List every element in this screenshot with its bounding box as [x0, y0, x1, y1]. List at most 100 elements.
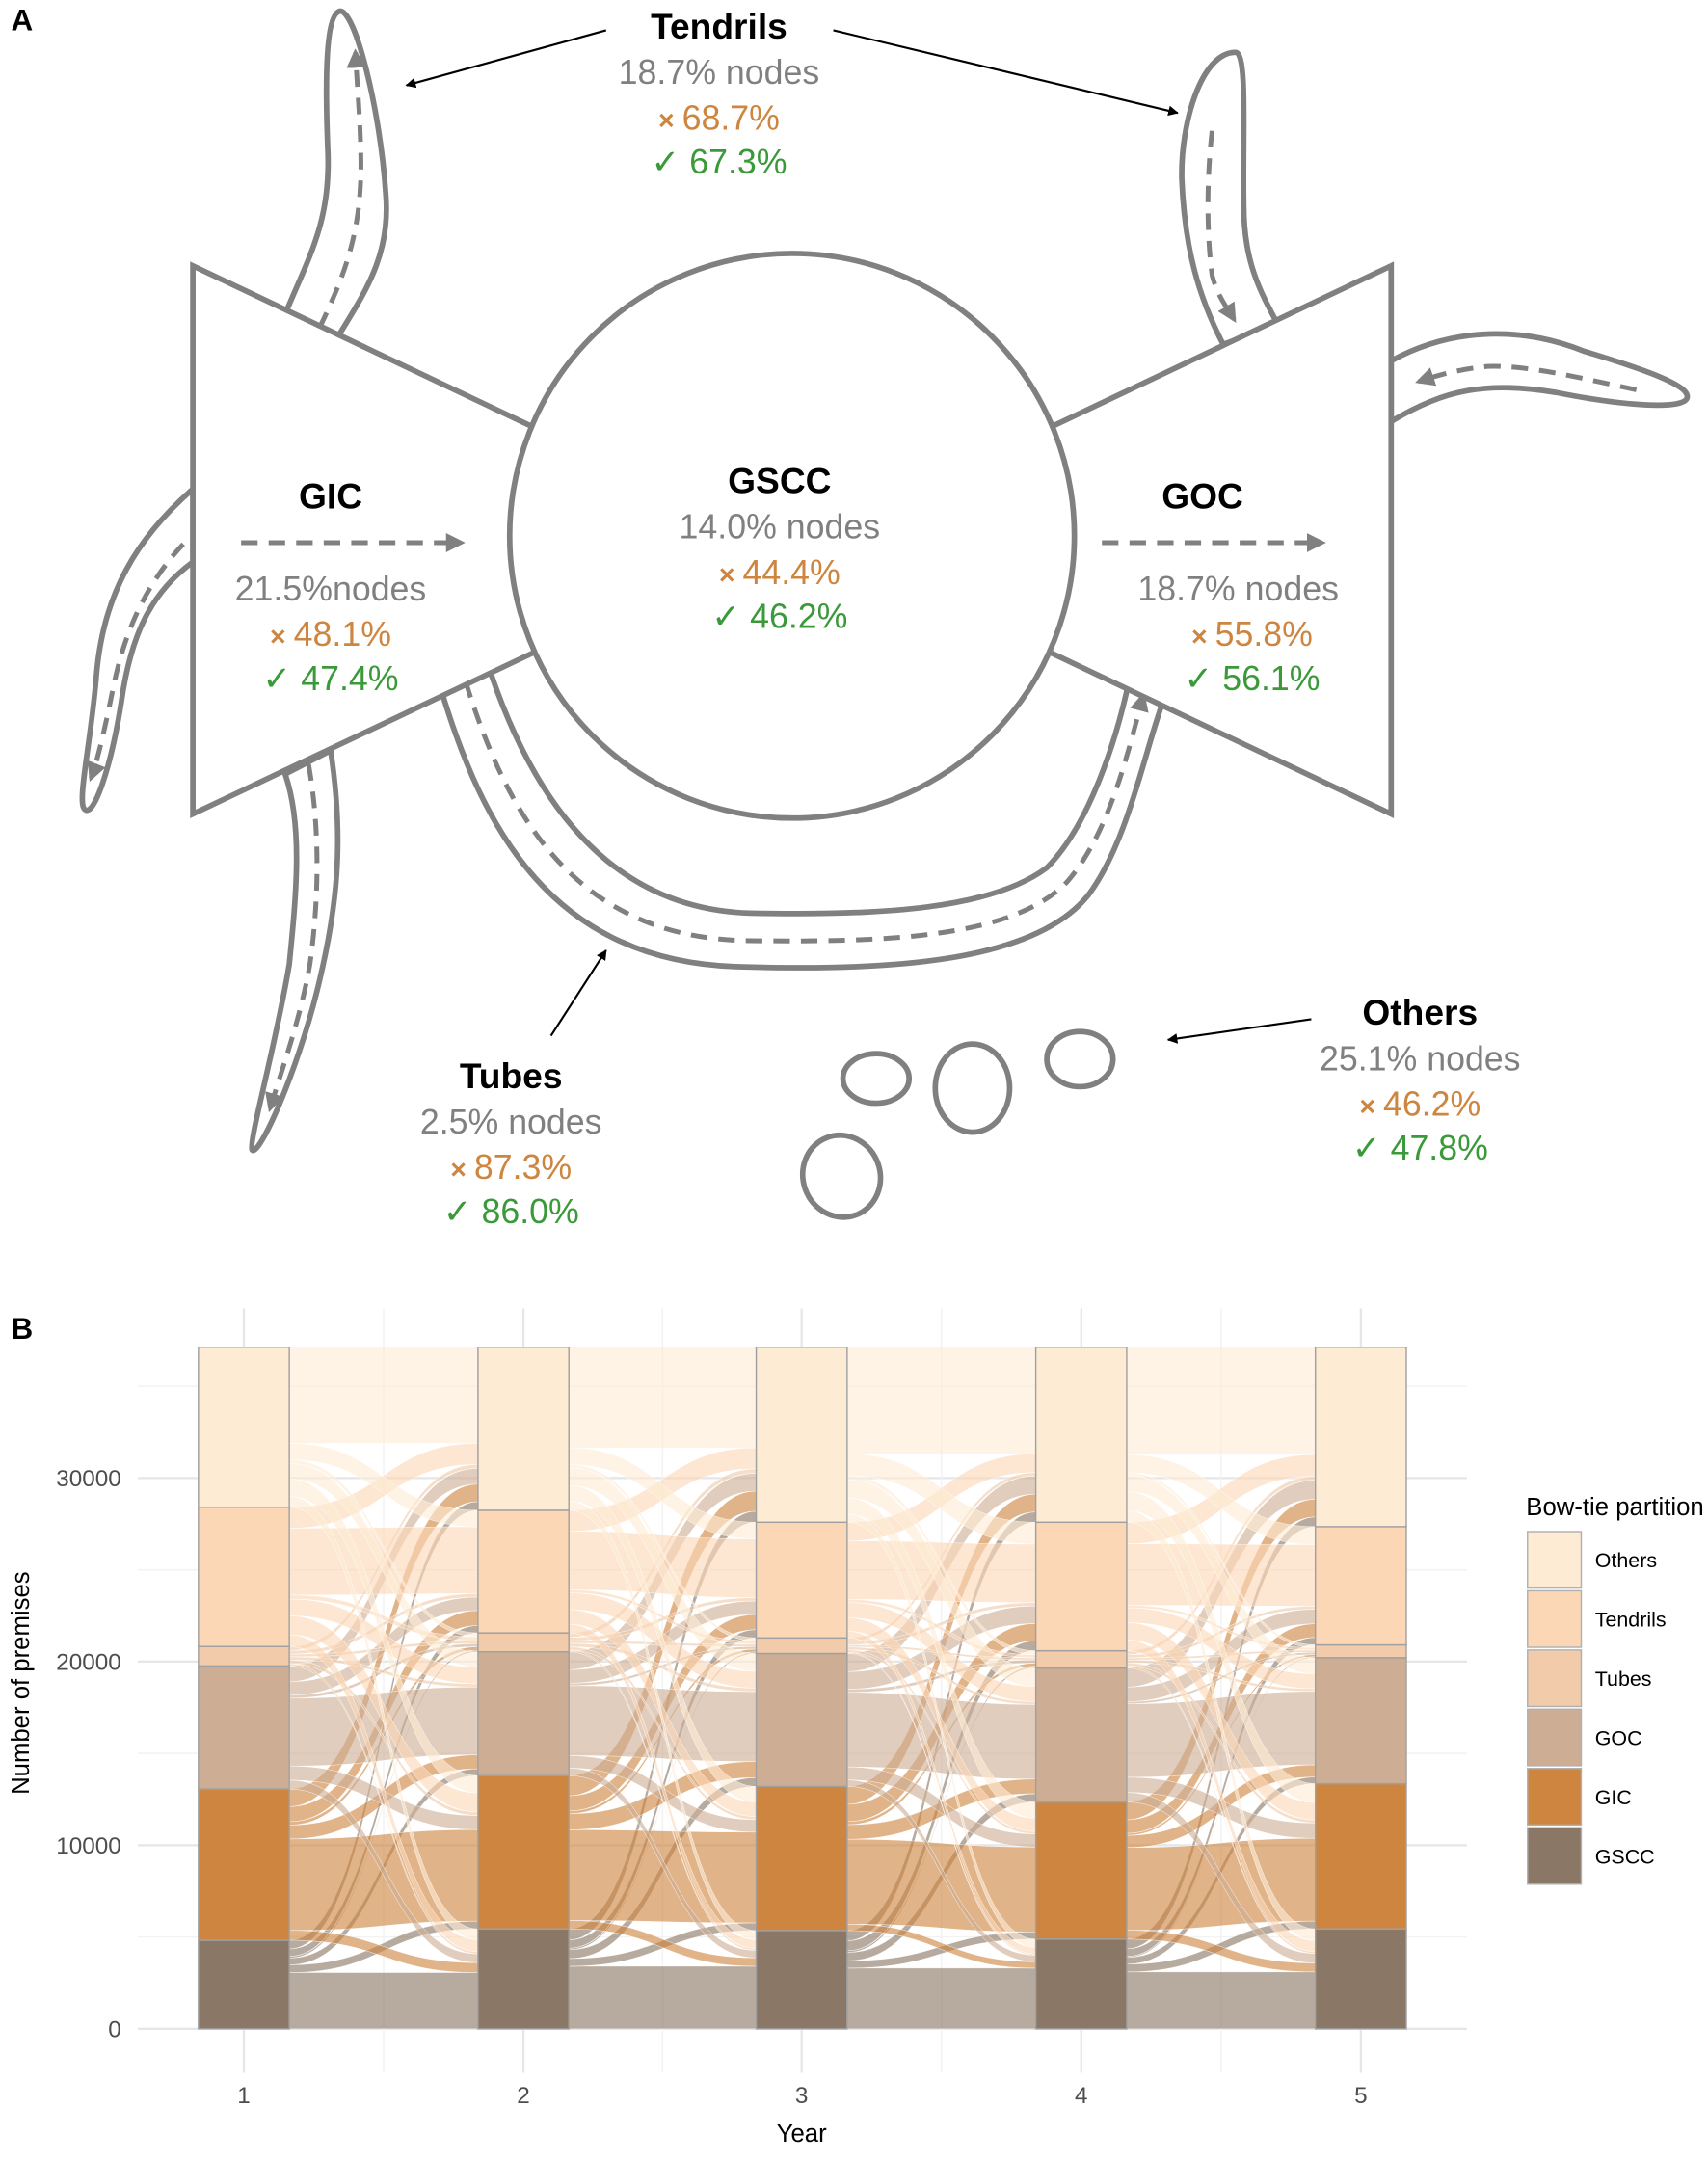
tubes-cross-value: × 87.3% [450, 1148, 572, 1187]
bar-segment-gscc-year-5 [1314, 1928, 1407, 2030]
bar-segment-others-year-3 [755, 1347, 848, 1524]
component-goc: GOC 18.7% nodes × 55.8% ✓ 56.1% [1137, 475, 1339, 698]
legend-swatch-gic [1527, 1768, 1583, 1827]
tendrils-node-share: 18.7% nodes [619, 53, 820, 92]
chart-bars [198, 1347, 1407, 2030]
x-tick-label: 5 [1354, 2083, 1368, 2109]
others-node-share: 25.1% nodes [1320, 1039, 1521, 1078]
chart-axes: 0 10000 20000 30000 1 2 3 4 5 [56, 1466, 1367, 2109]
bar-segment-tendrils-year-1 [198, 1506, 290, 1647]
tubes-check-value: ✓ 86.0% [443, 1192, 579, 1231]
tendril-bottom-left [249, 746, 341, 1154]
panel-b: B 0 10000 20000 30000 1 2 3 4 5 Year Number of p… [8, 1308, 1704, 2148]
bar-segment-goc-year-3 [755, 1652, 848, 1788]
tendril-top-right [1179, 49, 1283, 348]
goc-cross-text: 55.8% [1215, 615, 1313, 654]
others-components [799, 1028, 1116, 1220]
tubes-node-share: 2.5% nodes [420, 1103, 602, 1141]
cross-icon: × [270, 622, 294, 653]
component-labels: Tendrils 18.7% nodes × 68.7% ✓ 67.3% GIC 21.5… [235, 6, 1521, 1231]
bar-segment-gic-year-4 [1034, 1801, 1128, 1940]
bar-segment-gscc-year-1 [198, 1939, 290, 2030]
flow-others-to-others [1126, 1347, 1316, 1455]
legend-label-gscc: GSCC [1595, 1845, 1655, 1868]
legend-swatch-goc [1527, 1708, 1583, 1767]
legend-label-others: Others [1595, 1549, 1657, 1572]
others-check-value: ✓ 47.8% [1352, 1129, 1488, 1167]
y-tick-label: 10000 [56, 1833, 121, 1859]
gscc-node-share: 14.0% nodes [680, 508, 881, 547]
x-tick-label: 4 [1075, 2083, 1088, 2109]
tendril-top-left [281, 8, 389, 341]
cross-icon: × [658, 105, 682, 136]
flow-tendrils-to-tendrils [846, 1540, 1036, 1603]
legend-label-goc: GOC [1595, 1726, 1642, 1749]
tendrils-title: Tendrils [651, 6, 787, 46]
x-tick-label: 1 [237, 2083, 251, 2109]
tendrils-check-value: ✓ 67.3% [651, 143, 787, 181]
legend-swatch-tubes [1527, 1649, 1583, 1708]
flow-goc-to-goc [1126, 1691, 1316, 1778]
legend-label-gic: GIC [1595, 1786, 1632, 1809]
gic-triangle [190, 261, 778, 819]
bar-segment-others-year-2 [477, 1347, 570, 1511]
legend-label-tendrils: Tendrils [1595, 1609, 1667, 1632]
bar-segment-gic-year-2 [477, 1774, 570, 1930]
bar-segment-tubes-year-2 [477, 1632, 570, 1653]
bar-segment-tubes-year-1 [198, 1645, 290, 1667]
flow-arrow-icon [1205, 130, 1237, 323]
tubes-check-text: 86.0% [481, 1192, 578, 1231]
component-tendrils: Tendrils 18.7% nodes × 68.7% ✓ 67.3% [619, 6, 820, 181]
pointer-arrow-icon [549, 949, 607, 1037]
goc-check-text: 56.1% [1222, 659, 1320, 698]
bar-segment-tendrils-year-5 [1314, 1526, 1407, 1646]
y-axis-title: Number of premises [8, 1571, 35, 1795]
bar-segment-tendrils-year-3 [755, 1521, 848, 1640]
bar-segment-others-year-4 [1034, 1347, 1128, 1524]
bar-segment-gic-year-1 [198, 1788, 290, 1941]
check-icon: ✓ [651, 143, 689, 181]
bar-segment-gscc-year-2 [477, 1928, 570, 2030]
legend-swatch-others [1527, 1531, 1583, 1589]
others-check-text: 47.8% [1391, 1129, 1488, 1167]
y-tick-label: 20000 [56, 1649, 121, 1675]
goc-cross-value: × 55.8% [1191, 615, 1313, 654]
bar-segment-tubes-year-4 [1034, 1649, 1128, 1669]
gic-check-text: 47.4% [301, 659, 398, 698]
x-axis-title: Year [777, 2121, 827, 2148]
pointer-arrow-icon [833, 29, 1179, 117]
legend-swatch-tendrils [1527, 1589, 1583, 1648]
flow-arrow-icon [265, 763, 320, 1113]
pointer-arrow-icon [405, 29, 607, 89]
cross-icon: × [1359, 1091, 1383, 1122]
bar-segment-gic-year-3 [755, 1785, 848, 1932]
tendril-left [79, 482, 196, 814]
gic-cross-value: × 48.1% [270, 615, 391, 654]
component-others: Others 25.1% nodes × 46.2% ✓ 47.8% [1320, 992, 1521, 1167]
flow-gscc-to-gscc [288, 1972, 479, 2030]
flow-others-to-others [846, 1347, 1036, 1454]
tendrils-cross-text: 68.7% [682, 98, 780, 137]
bar-segment-gic-year-5 [1314, 1782, 1407, 1930]
legend-swatch-gscc [1527, 1827, 1583, 1885]
gic-check-value: ✓ 47.4% [262, 659, 398, 698]
flow-goc-to-goc [846, 1692, 1036, 1779]
flow-arrow-icon [463, 680, 1149, 944]
flow-goc-to-goc [288, 1687, 479, 1767]
others-title: Others [1362, 992, 1478, 1032]
cross-icon: × [1191, 622, 1215, 653]
panel-a-label: A [11, 3, 33, 37]
panel-a: A Tendrils 18.7% nodes × 68.7% [11, 3, 1691, 1231]
cross-icon: × [719, 560, 743, 591]
gscc-title: GSCC [728, 461, 831, 501]
tendrils-cross-value: × 68.7% [658, 98, 780, 137]
bar-segment-others-year-5 [1314, 1347, 1407, 1528]
flow-others-to-others [288, 1347, 479, 1444]
goc-node-share: 18.7% nodes [1137, 570, 1339, 608]
legend: Bow-tie partition Others Tendrils Tubes GOC… [1526, 1494, 1704, 1885]
goc-title: GOC [1161, 475, 1243, 516]
gic-node-share: 21.5%nodes [235, 570, 427, 608]
flow-others-to-others [568, 1347, 757, 1449]
check-icon: ✓ [711, 598, 750, 636]
